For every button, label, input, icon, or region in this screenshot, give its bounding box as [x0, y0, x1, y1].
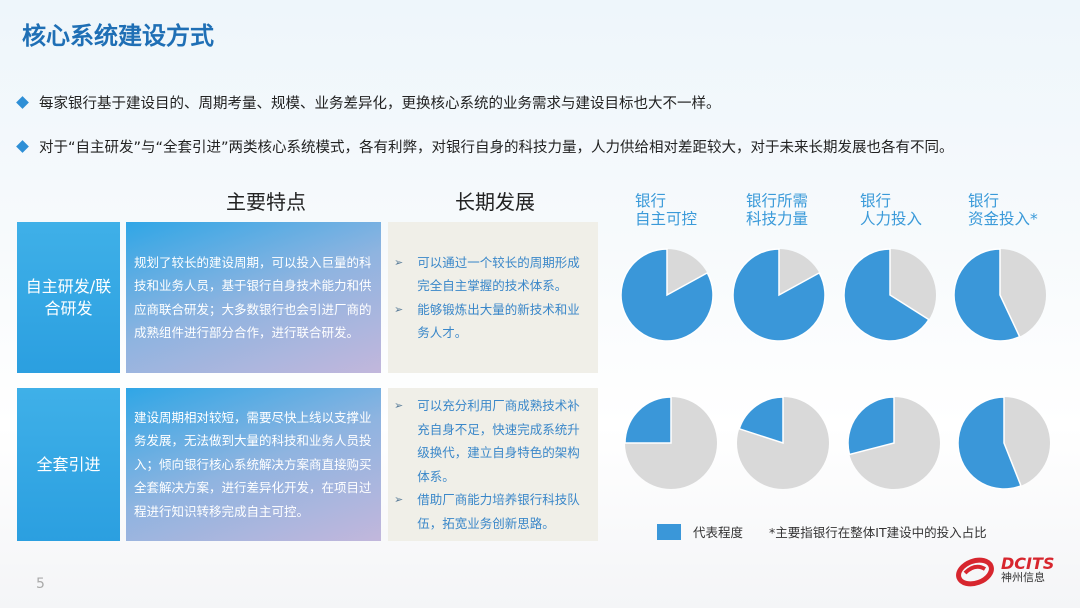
- development-item: 可以通过一个较长的周期形成完全自主掌握的技术体系。: [417, 254, 580, 294]
- pie-category-label: 银行 资金投入*: [968, 192, 1038, 228]
- row-development-full-import: ➢ 可以充分利用厂商成熟技术补充自身不足，快速完成系统升级换代，建立自身特色的架构…: [388, 388, 598, 541]
- arrow-bullet-icon: ➢: [394, 399, 404, 412]
- bullet-text: 每家银行基于建设目的、周期考量、规模、业务差异化，更换核心系统的业务需求与建设目…: [39, 96, 721, 112]
- pie-value-slice: [847, 396, 895, 456]
- bullet-text: 对于“自主研发”与“全套引进”两类核心系统模式，各有利弊，对银行自身的科技力量，…: [39, 140, 954, 156]
- dcits-logo-icon: [956, 557, 994, 587]
- column-header-features: 主要特点: [226, 190, 306, 214]
- page-number: 5: [36, 576, 45, 592]
- row-development-self-developed: ➢ 可以通过一个较长的周期形成完全自主掌握的技术体系。 ➢ 能够锻炼出大量的新技术和…: [388, 222, 598, 373]
- footnote: *主要指银行在整体IT建设中的投入占比: [769, 525, 987, 540]
- legend: 代表程度 *主要指银行在整体IT建设中的投入占比: [657, 522, 987, 541]
- pie-value-slice: [732, 248, 826, 342]
- legend-swatch: [657, 523, 681, 540]
- bullet-1: 每家银行基于建设目的、周期考量、规模、业务差异化，更换核心系统的业务需求与建设目…: [16, 92, 721, 113]
- column-header-development: 长期发展: [455, 190, 535, 214]
- features-text: 建设周期相对较短，需要尽快上线以支撑业务发展，无法做到大量的科技和业务人员投入；…: [134, 409, 372, 519]
- logo-subtext: 神州信息: [1001, 571, 1045, 584]
- dcits-logo: DCITS 神州信息: [955, 555, 1054, 587]
- pie-value-slice: [620, 248, 714, 342]
- arrow-bullet-icon: ➢: [394, 493, 404, 506]
- pie-value-slice: [624, 396, 672, 444]
- bullet-2: 对于“自主研发”与“全套引进”两类核心系统模式，各有利弊，对银行自身的科技力量，…: [16, 136, 954, 157]
- pie-category-label: 银行 人力投入: [860, 192, 923, 228]
- pie-value-slice: [957, 396, 1022, 490]
- logo-text: DCITS: [1001, 554, 1055, 573]
- page-title: 核心系统建设方式: [22, 22, 214, 50]
- pie-value-slice: [953, 248, 1021, 342]
- legend-label: 代表程度: [693, 525, 744, 540]
- row-features-self-developed: 规划了较长的建设周期，可以投入巨量的科技和业务人员，基于银行自身技术能力和供应商…: [126, 222, 381, 373]
- development-item: 可以充分利用厂商成熟技术补充自身不足，快速完成系统升级换代，建立自身特色的架构体…: [417, 398, 580, 484]
- row-label-self-developed: 自主研发/联合研发: [17, 222, 120, 373]
- pie-value-slice: [843, 248, 930, 342]
- pie-category-label: 银行所需 科技力量: [746, 192, 809, 228]
- row-label-full-import: 全套引进: [17, 388, 120, 541]
- row-features-full-import: 建设周期相对较短，需要尽快上线以支撑业务发展，无法做到大量的科技和业务人员投入；…: [126, 388, 381, 541]
- pie-category-label: 银行 自主可控: [635, 192, 698, 228]
- development-item: 能够锻炼出大量的新技术和业务人才。: [417, 301, 580, 341]
- arrow-bullet-icon: ➢: [394, 302, 404, 316]
- arrow-bullet-icon: ➢: [394, 255, 404, 269]
- development-item: 借助厂商能力培养银行科技队伍，拓宽业务创新思路。: [417, 492, 580, 531]
- features-text: 规划了较长的建设周期，可以投入巨量的科技和业务人员，基于银行自身技术能力和供应商…: [134, 254, 372, 341]
- pie-value-slice: [738, 396, 784, 445]
